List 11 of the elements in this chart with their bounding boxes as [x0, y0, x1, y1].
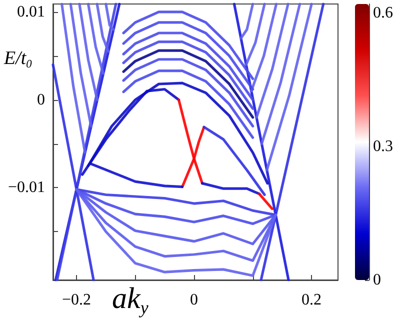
y-axis-title: E/t$_{0}$	[4, 48, 32, 70]
x-tick-label: −0.2	[62, 292, 92, 308]
color-bar-label: 0	[373, 272, 381, 288]
y-tick-label: −0.01	[8, 179, 45, 196]
y-tick-label: 0	[37, 91, 45, 108]
x-tick-label: 0	[190, 292, 198, 308]
color-bar-label: 0.3	[373, 138, 393, 155]
x-tick-label: 0.2	[302, 292, 322, 308]
y-tick-label: 0.01	[17, 3, 45, 20]
color-bar-label: 0.6	[373, 4, 393, 22]
x-axis-title: ak$_{y}$	[112, 282, 148, 318]
